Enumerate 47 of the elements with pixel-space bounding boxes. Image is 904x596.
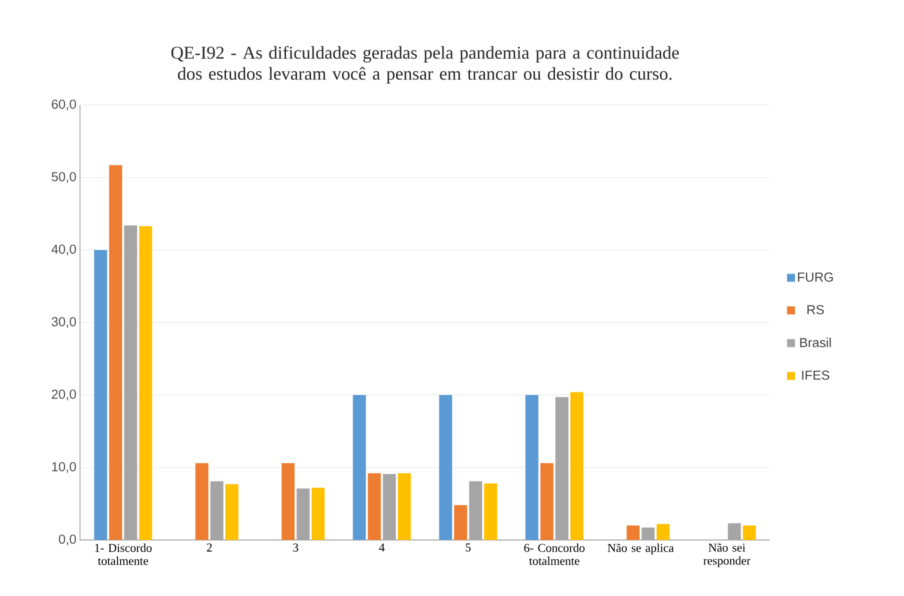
legend-label: IFES: [802, 370, 830, 380]
legend-label: Brasil: [800, 338, 831, 348]
legend-label: FURG: [798, 272, 833, 282]
bar: [312, 488, 325, 540]
bar: [570, 392, 584, 540]
bar: [296, 488, 310, 540]
y-tick-label: 0,0: [58, 534, 76, 546]
bar: [656, 524, 670, 540]
x-tick-label: 4: [379, 544, 385, 552]
x-tick-label: 5: [466, 544, 471, 552]
bar: [210, 481, 224, 540]
bar: [124, 225, 138, 540]
bar: [469, 481, 482, 540]
y-tick-label: 60,0: [52, 100, 76, 110]
bar: [195, 463, 208, 540]
y-tick-label: 20,0: [52, 390, 76, 400]
bar: [109, 165, 122, 540]
y-tick-label: 10,0: [52, 462, 76, 473]
bar: [454, 505, 468, 540]
bar: [382, 474, 396, 540]
y-tick-label: 30,0: [52, 317, 76, 328]
bar: [439, 394, 452, 540]
bar: [642, 528, 655, 540]
bar: [626, 525, 640, 540]
bar: [398, 473, 411, 540]
y-tick-label: 50,0: [52, 172, 76, 183]
x-tick-label: Não sei responder: [703, 544, 750, 568]
x-tick-label: 2: [206, 544, 212, 552]
x-tick-label: Não se aplica: [608, 544, 674, 554]
bar: [742, 525, 756, 540]
bar: [555, 397, 568, 540]
x-tick-label: 6- Concordo totalmente: [524, 544, 585, 565]
bar: [352, 394, 366, 540]
x-tick-label: 3: [293, 544, 298, 552]
legend-label: RS: [807, 305, 824, 314]
bar: [484, 483, 498, 540]
bar: [282, 463, 295, 540]
y-tick-label: 40,0: [51, 244, 76, 256]
bar: [540, 463, 554, 540]
bar: [139, 226, 152, 540]
x-tick-label: 1- Discordo totalmente: [95, 544, 152, 565]
bar: [225, 484, 238, 540]
bar: [525, 394, 538, 540]
bar: [368, 473, 381, 540]
bar: [728, 523, 741, 540]
bar: [94, 250, 108, 540]
chart-title: QE-I92 - As dificuldades geradas pela pandemia para a continuidade dos estudos levaram você a pensar em trancar ou desistir do curso.: [171, 46, 679, 84]
